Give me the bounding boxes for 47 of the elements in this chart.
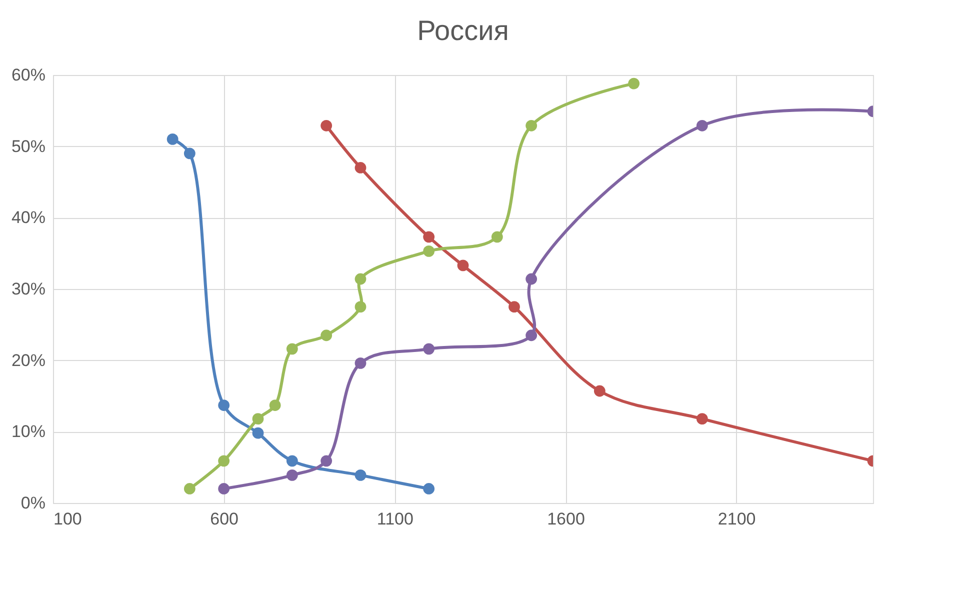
point xyxy=(696,120,708,132)
x-tick-label: 1100 xyxy=(376,510,414,528)
x-tick-label: 100 xyxy=(54,510,82,528)
point xyxy=(252,413,264,425)
point xyxy=(354,357,366,369)
y-tick-label: 60% xyxy=(11,66,46,84)
point xyxy=(526,120,538,132)
point xyxy=(218,455,230,467)
point xyxy=(696,413,708,425)
point xyxy=(526,330,538,342)
point xyxy=(286,469,298,481)
y-tick-label: 20% xyxy=(11,350,46,370)
point xyxy=(594,385,606,397)
point xyxy=(423,231,435,243)
y-tick-label: 40% xyxy=(11,208,46,228)
point xyxy=(423,343,435,355)
point xyxy=(423,246,435,257)
point xyxy=(218,400,230,411)
point xyxy=(491,231,503,243)
point xyxy=(457,260,469,272)
point xyxy=(354,273,366,285)
point xyxy=(218,483,230,494)
x-tick-label: 600 xyxy=(210,510,239,528)
point xyxy=(286,455,298,467)
x-tick-label: 2100 xyxy=(718,510,756,528)
y-tick-label: 30% xyxy=(11,280,46,298)
x-tick-label: 1600 xyxy=(547,510,585,528)
y-tick-label: 50% xyxy=(11,136,46,156)
y-tick-label: 10% xyxy=(11,422,46,442)
point xyxy=(320,120,332,132)
point xyxy=(354,469,366,481)
point xyxy=(320,455,332,467)
point xyxy=(354,162,366,174)
point xyxy=(628,78,640,90)
point xyxy=(184,483,196,494)
point xyxy=(184,148,196,160)
point xyxy=(166,134,178,145)
point xyxy=(252,427,264,439)
point xyxy=(423,483,435,494)
point xyxy=(286,343,298,355)
point xyxy=(354,301,366,313)
point xyxy=(320,330,332,342)
chart-title: Россия xyxy=(417,15,509,46)
y-tick-label: 0% xyxy=(20,494,46,512)
point xyxy=(526,273,538,285)
point xyxy=(269,400,281,411)
point xyxy=(508,301,520,313)
